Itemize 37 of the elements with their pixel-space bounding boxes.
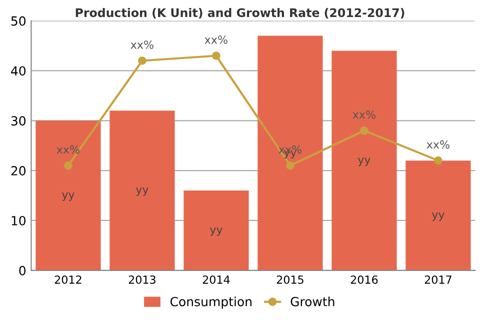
legend-label: Growth (290, 296, 334, 306)
bar (184, 190, 249, 270)
bar (36, 120, 101, 270)
point (212, 52, 220, 60)
y-tick-label: 40 (11, 66, 26, 76)
x-tick-label: 2012 (54, 275, 82, 284)
legend-label: Consumption (170, 296, 252, 309)
data-label: xx% (426, 140, 450, 149)
data-label: xx% (204, 35, 228, 44)
point (64, 161, 72, 170)
bar (406, 160, 471, 270)
data-label: yy (210, 227, 222, 236)
y-tick-label: 30 (11, 116, 26, 126)
data-label: xx% (352, 110, 376, 119)
bar (332, 50, 397, 270)
x-tick-label: 2016 (350, 275, 378, 284)
y-tick-label: 20 (11, 166, 26, 176)
point (360, 126, 368, 135)
bar (258, 36, 323, 270)
data-label: xx% (130, 40, 154, 49)
point (434, 156, 442, 165)
x-tick-label: 2014 (202, 275, 230, 284)
data-label: xx% (56, 145, 80, 154)
point (138, 56, 146, 65)
y-tick-label: 50 (11, 16, 26, 26)
x-tick-label: 2013 (128, 275, 156, 284)
y-tick-label: 10 (12, 216, 26, 226)
data-label: yy (136, 188, 148, 196)
bar (110, 110, 175, 270)
x-tick-label: 2017 (424, 275, 452, 284)
point (286, 161, 294, 170)
x-tick-label: 2015 (276, 275, 304, 284)
data-label: yy (432, 212, 444, 221)
y-tick-label: 0 (19, 266, 26, 276)
data-label: yy (358, 158, 370, 166)
chart-title: Production (K Unit) and Growth Rate (2012-2017) (76, 8, 404, 19)
data-label: yy (62, 192, 74, 201)
